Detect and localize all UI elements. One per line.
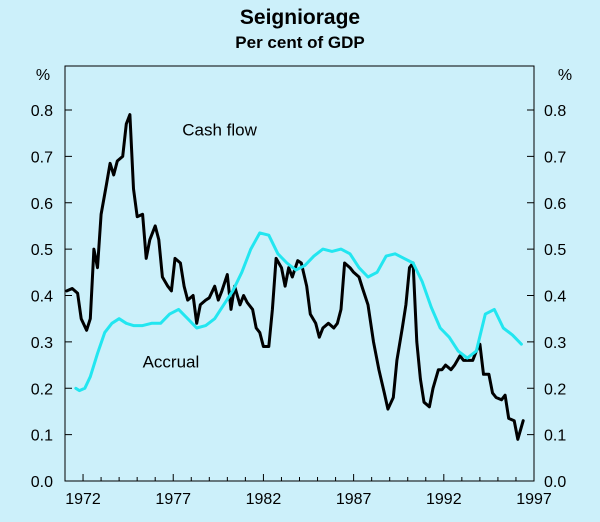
y-tick-label-left: 0.8 xyxy=(31,103,53,120)
x-tick-label: 1972 xyxy=(65,491,101,508)
y-tick-label-right: 0.7 xyxy=(544,149,566,166)
y-tick-label-left: 0.3 xyxy=(31,335,53,352)
x-tick-label: 1977 xyxy=(155,491,191,508)
y-tick-label-right: 0.8 xyxy=(544,103,566,120)
y-tick-label-right: 0.0 xyxy=(544,474,566,491)
y-tick-label-left: 0.4 xyxy=(31,289,53,306)
x-axis-ticks: 1972 1977 1982 1987 1992 1997 xyxy=(64,474,552,508)
y-tick-label-left: 0.6 xyxy=(31,196,53,213)
series-annotations: Cash flow Accrual xyxy=(143,121,258,372)
y-tick-label-left: 0.7 xyxy=(31,149,53,166)
y-tick-label-right: 0.5 xyxy=(544,242,566,259)
y-tick-label-right: 0.2 xyxy=(544,381,566,398)
y-tick-label-right: 0.4 xyxy=(544,289,566,306)
series-layer xyxy=(65,113,525,441)
x-tick-label: 1997 xyxy=(516,491,552,508)
x-tick-label: 1987 xyxy=(336,491,372,508)
series-line-accrual xyxy=(74,231,523,393)
x-tick-label: 1982 xyxy=(246,491,282,508)
series-line-cash-flow xyxy=(65,113,525,441)
y-tick-label-left: 0.5 xyxy=(31,242,53,259)
chart-title: Seigniorage xyxy=(240,6,360,29)
y-axis-ticks: 0.0 0.0 0.1 0.1 0.2 0.2 0.3 0.3 0.4 0.4 0.5 0.5 0.6 0… xyxy=(31,103,567,491)
y-tick-label-left: 0.0 xyxy=(31,474,53,491)
y-tick-label-left: 0.1 xyxy=(31,428,53,445)
plot-frame xyxy=(64,65,535,482)
series-label: Cash flow xyxy=(182,121,257,140)
chart-subtitle: Per cent of GDP xyxy=(235,33,364,52)
y-tick-label-right: 0.1 xyxy=(544,428,566,445)
y-tick-label-right: 0.3 xyxy=(544,335,566,352)
y-tick-label-left: 0.2 xyxy=(31,381,53,398)
y-unit-left: % xyxy=(36,67,50,84)
x-tick-label: 1992 xyxy=(426,491,462,508)
y-tick-label-right: 0.6 xyxy=(544,196,566,213)
y-unit-right: % xyxy=(558,67,572,84)
series-label: Accrual xyxy=(143,352,200,371)
